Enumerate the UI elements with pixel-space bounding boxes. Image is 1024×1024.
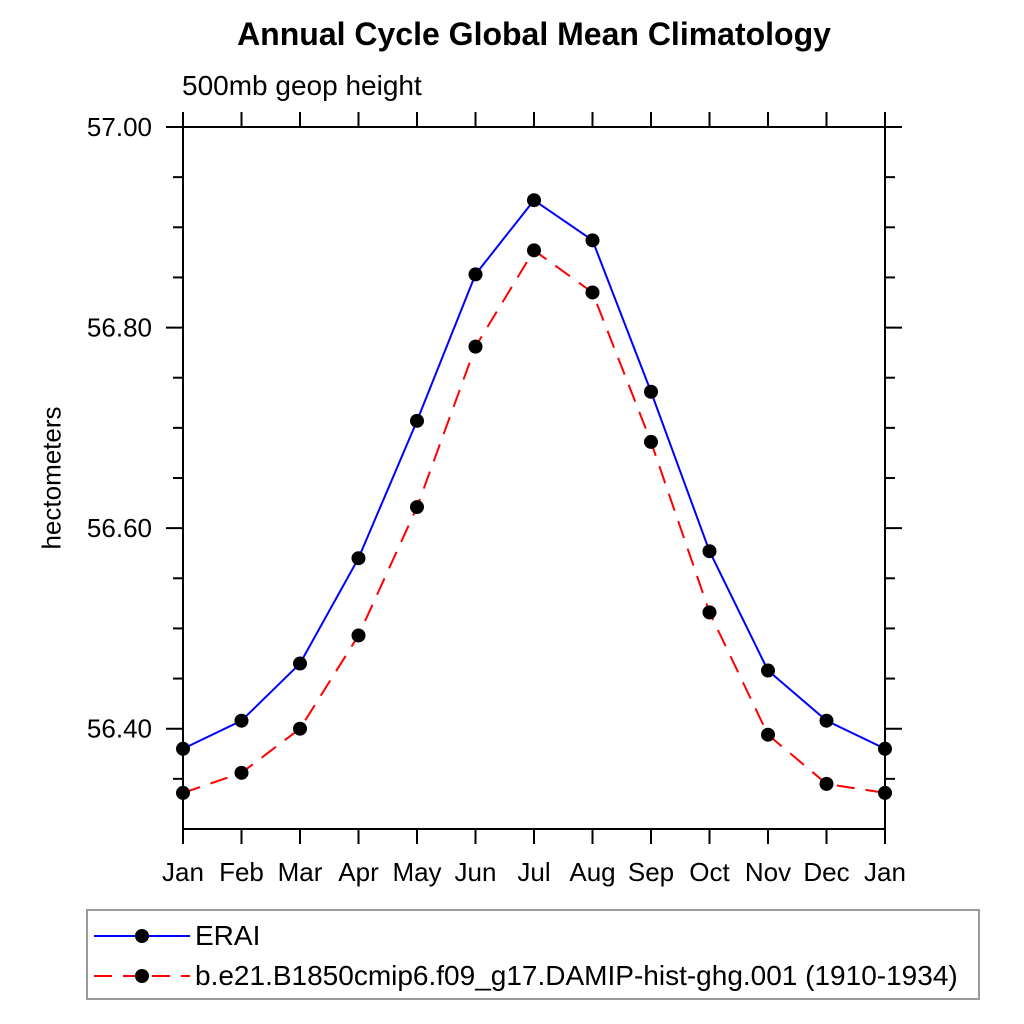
series-1-marker	[410, 500, 424, 515]
series-0-marker	[351, 551, 366, 566]
series-0-marker	[644, 384, 658, 399]
series-0-marker	[176, 741, 190, 756]
series-1-marker	[351, 628, 366, 643]
legend-line-sample-model	[94, 969, 190, 983]
legend-box: ERAI b.e21.B1850cmip6.f09_g17.DAMIP-hist…	[86, 909, 980, 1000]
y-tick-label: 56.40	[87, 714, 152, 744]
x-tick-label: Jan	[162, 857, 204, 887]
series-1-marker	[527, 243, 541, 258]
series-1-marker	[878, 785, 892, 800]
series-0-marker	[585, 233, 600, 248]
x-tick-label: Jun	[455, 857, 497, 887]
series-1-marker	[644, 434, 658, 449]
x-tick-label: Feb	[219, 857, 264, 887]
chart-title: Annual Cycle Global Mean Climatology	[237, 16, 831, 52]
y-tick-label: 57.00	[87, 112, 152, 142]
series-0-marker	[293, 656, 307, 671]
x-tick-label: Nov	[745, 857, 791, 887]
series-0-marker	[410, 413, 424, 428]
x-tick-label: Jan	[864, 857, 906, 887]
x-tick-label: May	[392, 857, 441, 887]
x-tick-label: Jul	[517, 857, 550, 887]
x-tick-label: Dec	[803, 857, 849, 887]
series-0-marker	[819, 713, 834, 728]
series-0-marker	[234, 713, 249, 728]
series-1-marker	[293, 721, 307, 736]
series-line-0	[182, 198, 886, 750]
legend-marker-icon	[135, 929, 149, 943]
legend-label-model: b.e21.B1850cmip6.f09_g17.DAMIP-hist-ghg.…	[195, 960, 958, 991]
series-1-marker	[702, 605, 717, 620]
y-tick-label: 56.80	[87, 313, 152, 343]
series-0-marker	[878, 741, 892, 756]
x-tick-label: Sep	[628, 857, 674, 887]
series-0-marker	[468, 267, 483, 282]
series-1-marker	[585, 285, 600, 300]
plot-frame	[182, 126, 886, 830]
series-1-marker	[819, 776, 834, 791]
legend-item-erai: ERAI	[94, 916, 260, 956]
series-0-marker	[702, 544, 717, 559]
legend-marker-icon	[135, 969, 149, 983]
legend-item-model: b.e21.B1850cmip6.f09_g17.DAMIP-hist-ghg.…	[94, 956, 958, 996]
x-tick-label: Aug	[569, 857, 615, 887]
series-line-1	[182, 248, 886, 794]
series-1-marker	[761, 727, 775, 742]
series-0-marker	[527, 193, 541, 208]
series-1-marker	[234, 765, 249, 780]
chart-subtitle: 500mb geop height	[182, 70, 422, 101]
x-tick-label: Oct	[689, 857, 730, 887]
legend-line-sample-erai	[94, 929, 190, 943]
series-1-marker	[468, 339, 483, 354]
x-tick-label: Apr	[338, 857, 379, 887]
series-0-marker	[761, 663, 775, 678]
legend-label-erai: ERAI	[195, 920, 261, 951]
y-tick-label: 56.60	[87, 513, 152, 543]
x-tick-label: Mar	[278, 857, 323, 887]
series-1-marker	[176, 785, 190, 800]
